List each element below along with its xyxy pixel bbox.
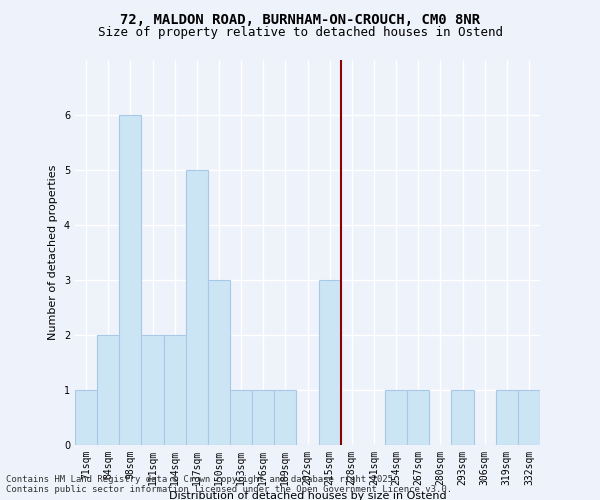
Bar bbox=[186, 170, 208, 445]
Bar bbox=[496, 390, 518, 445]
Bar bbox=[75, 390, 97, 445]
Bar bbox=[164, 335, 186, 445]
Bar bbox=[274, 390, 296, 445]
Text: Contains HM Land Registry data © Crown copyright and database right 2025.
Contai: Contains HM Land Registry data © Crown c… bbox=[6, 474, 452, 494]
X-axis label: Distribution of detached houses by size in Ostend: Distribution of detached houses by size … bbox=[169, 490, 446, 500]
Bar bbox=[119, 115, 142, 445]
Bar bbox=[252, 390, 274, 445]
Bar bbox=[142, 335, 164, 445]
Bar bbox=[230, 390, 252, 445]
Bar bbox=[407, 390, 429, 445]
Text: Size of property relative to detached houses in Ostend: Size of property relative to detached ho… bbox=[97, 26, 503, 39]
Text: 72, MALDON ROAD, BURNHAM-ON-CROUCH, CM0 8NR: 72, MALDON ROAD, BURNHAM-ON-CROUCH, CM0 … bbox=[120, 12, 480, 26]
Bar bbox=[451, 390, 473, 445]
Bar bbox=[319, 280, 341, 445]
Bar bbox=[385, 390, 407, 445]
Bar bbox=[208, 280, 230, 445]
Bar bbox=[97, 335, 119, 445]
Bar bbox=[518, 390, 540, 445]
Y-axis label: Number of detached properties: Number of detached properties bbox=[49, 165, 58, 340]
